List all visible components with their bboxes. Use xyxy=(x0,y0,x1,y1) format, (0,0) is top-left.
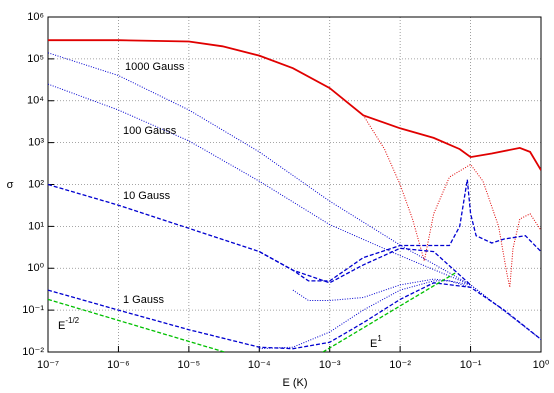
annotation: 1000 Gauss xyxy=(125,61,185,73)
x-axis-label: E (K) xyxy=(282,377,307,389)
line xyxy=(258,247,472,286)
line xyxy=(362,115,541,288)
annotation: 10 Gauss xyxy=(123,190,171,202)
annotation: 100 Gauss xyxy=(123,125,177,137)
y-tick-label: 10⁻¹ xyxy=(22,304,44,316)
y-tick-label: 10¹ xyxy=(28,220,44,232)
annotation: E-1/2 xyxy=(58,316,80,332)
annotation: E1 xyxy=(370,334,382,350)
line xyxy=(259,280,471,350)
y-tick-label: 10⁵ xyxy=(27,53,44,65)
y-tick-label: 10⁻² xyxy=(22,346,44,358)
annotation-base: E xyxy=(370,338,377,350)
x-tick-label: 10⁻⁶ xyxy=(107,359,130,371)
plot-area xyxy=(48,39,541,352)
annotation-sup: -1/2 xyxy=(65,316,79,325)
x-tick-label: 10⁻¹ xyxy=(460,359,482,371)
annotation: 1 Gauss xyxy=(123,294,164,306)
y-tick-label: 10² xyxy=(28,178,44,190)
line xyxy=(48,179,541,282)
x-tick-label: 10⁻⁵ xyxy=(178,359,201,371)
x-tick-label: 10⁻² xyxy=(389,359,411,371)
line xyxy=(48,83,541,340)
line xyxy=(48,52,541,340)
line xyxy=(292,278,471,301)
x-tick-label: 10⁻³ xyxy=(319,359,341,371)
y-tick-label: 10⁰ xyxy=(27,262,44,274)
x-tick-label: 10⁰ xyxy=(533,359,550,371)
annotation-base: E xyxy=(58,320,65,332)
annotation-sup: 1 xyxy=(377,334,382,343)
x-tick-label: 10⁻⁷ xyxy=(37,359,59,371)
line xyxy=(48,39,541,171)
line xyxy=(322,271,457,352)
y-axis-label: σ xyxy=(7,179,14,191)
y-tick-label: 10⁶ xyxy=(27,11,44,23)
y-tick-label: 10³ xyxy=(28,137,44,149)
x-tick-label: 10⁻⁴ xyxy=(248,359,271,371)
line xyxy=(48,282,541,350)
line xyxy=(48,298,225,352)
y-tick-label: 10⁴ xyxy=(27,95,44,107)
